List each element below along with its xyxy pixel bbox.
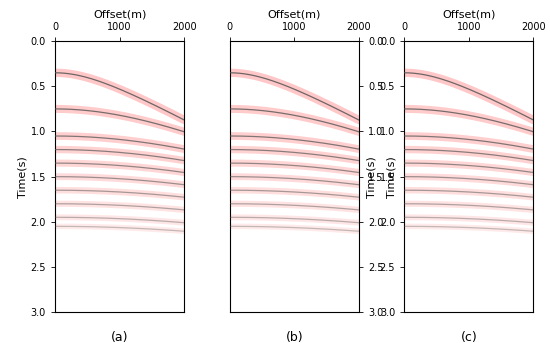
X-axis label: Offset(m): Offset(m) (442, 10, 496, 20)
Y-axis label: Time(s): Time(s) (367, 156, 377, 198)
X-axis label: Offset(m): Offset(m) (267, 10, 321, 20)
Y-axis label: Time(s): Time(s) (18, 156, 28, 198)
X-axis label: Offset(m): Offset(m) (93, 10, 146, 20)
Y-axis label: Time(s): Time(s) (386, 156, 396, 198)
Text: (a): (a) (111, 331, 128, 343)
Text: (b): (b) (285, 331, 303, 343)
Text: (c): (c) (460, 331, 477, 343)
